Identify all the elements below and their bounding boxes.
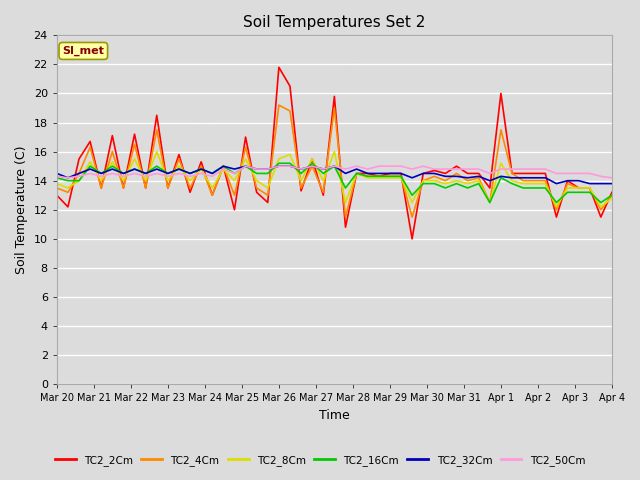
Title: Soil Temperatures Set 2: Soil Temperatures Set 2 xyxy=(243,15,426,30)
Y-axis label: Soil Temperature (C): Soil Temperature (C) xyxy=(15,145,28,274)
X-axis label: Time: Time xyxy=(319,409,350,422)
Legend: TC2_2Cm, TC2_4Cm, TC2_8Cm, TC2_16Cm, TC2_32Cm, TC2_50Cm: TC2_2Cm, TC2_4Cm, TC2_8Cm, TC2_16Cm, TC2… xyxy=(51,451,589,470)
Text: SI_met: SI_met xyxy=(62,46,104,56)
